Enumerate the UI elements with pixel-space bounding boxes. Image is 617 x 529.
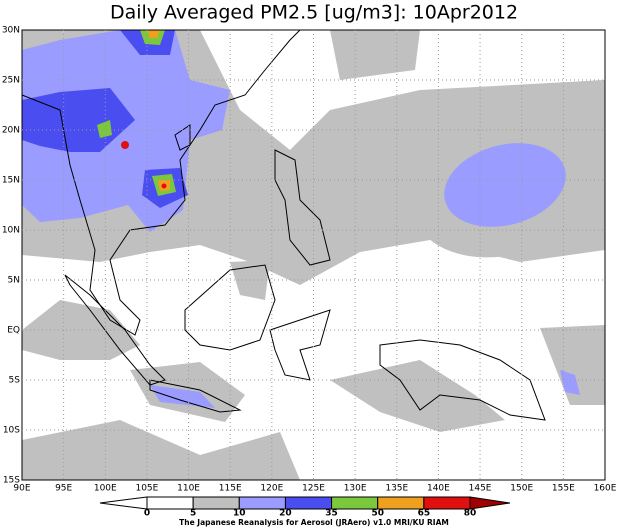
colorbar-label: 50	[371, 509, 384, 519]
lon-label: 150E	[510, 484, 533, 494]
colorbar-label: 10	[233, 509, 246, 519]
lon-label: 135E	[385, 484, 408, 494]
lon-label: 125E	[302, 484, 325, 494]
map-field	[21, 29, 605, 480]
colorbar-label: 80	[464, 509, 477, 519]
credit: The Japanese Reanalysis for Aerosol (JRA…	[179, 518, 449, 527]
colorbar-label: 65	[418, 509, 431, 519]
lat-label: EQ	[7, 326, 20, 336]
lon-label: 120E	[260, 484, 283, 494]
lon-label: 90E	[13, 484, 30, 494]
lon-label: 145E	[469, 484, 492, 494]
lat-label: 10S	[3, 426, 20, 436]
lon-label: 115E	[219, 484, 242, 494]
colorbar-segment	[331, 496, 379, 510]
lat-label: 15N	[2, 176, 20, 186]
lat-label: 5N	[8, 276, 20, 286]
lat-label: 25N	[2, 76, 20, 86]
lat-label: 5S	[9, 376, 21, 386]
colorbar-label: 5	[190, 509, 196, 519]
lon-label: 100E	[94, 484, 117, 494]
colorbar-segment	[284, 496, 333, 510]
colorbar-segment	[423, 496, 471, 510]
colorbar-segment	[192, 496, 240, 510]
lon-label: 140E	[427, 484, 450, 494]
title: Daily Averaged PM2.5 [ug/m3]: 10Apr2012	[110, 2, 518, 24]
lon-label: 160E	[594, 484, 617, 494]
lat-label: 30N	[2, 26, 20, 36]
colorbar-segment	[238, 496, 286, 510]
colorbar-label: 35	[325, 509, 338, 519]
lon-label: 130E	[344, 484, 367, 494]
lat-label: 10N	[2, 226, 20, 236]
colorbar-segment	[146, 496, 194, 510]
colorbar-label: 0	[144, 509, 150, 519]
lat-label: 20N	[2, 126, 20, 136]
lon-label: 105E	[135, 484, 158, 494]
lon-label: 110E	[177, 484, 200, 494]
colorbar-segment	[377, 496, 425, 510]
lon-label: 95E	[55, 484, 72, 494]
colorbar-segment	[99, 496, 148, 510]
lon-label: 155E	[552, 484, 575, 494]
lat-label: 15S	[3, 476, 20, 486]
colorbar-label: 20	[279, 509, 292, 519]
colorbar-segment	[469, 496, 511, 510]
